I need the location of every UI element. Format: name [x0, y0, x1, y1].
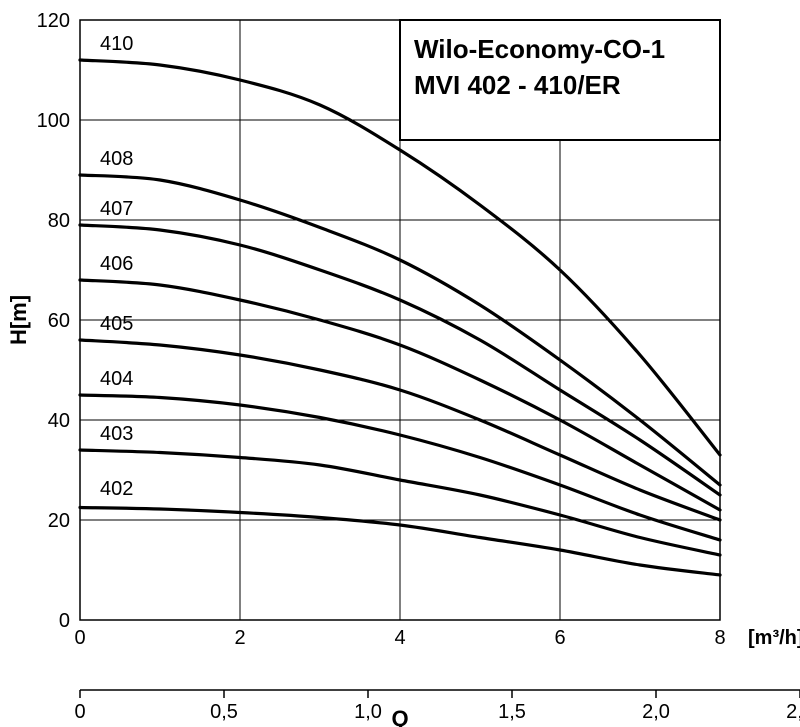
y-tick-label: 120: [37, 10, 70, 32]
x-secondary-tick-label: 2,5: [786, 701, 800, 723]
y-tick-label: 0: [59, 610, 70, 632]
series-label-410: 410: [100, 33, 133, 55]
chart-title-line1: Wilo-Economy-CO-1: [414, 34, 665, 64]
x-primary-unit: [m³/h]: [748, 627, 800, 649]
y-tick-label: 40: [48, 410, 70, 432]
y-tick-label: 100: [37, 110, 70, 132]
series-label-408: 408: [100, 148, 133, 170]
x-secondary-tick-label: 0,5: [210, 701, 238, 723]
series-label-407: 407: [100, 198, 133, 220]
y-axis-label: H[m]: [6, 295, 31, 345]
x-primary-tick-label: 6: [554, 627, 565, 649]
chart-svg: 02040608010012002468[m³/h]H[m]Wilo-Econo…: [0, 0, 800, 727]
x-primary-tick-label: 4: [394, 627, 405, 649]
series-label-405: 405: [100, 313, 133, 335]
pump-curve-chart: 02040608010012002468[m³/h]H[m]Wilo-Econo…: [0, 0, 800, 727]
x-secondary-tick-label: 2,0: [642, 701, 670, 723]
series-label-406: 406: [100, 253, 133, 275]
series-label-403: 403: [100, 423, 133, 445]
series-label-402: 402: [100, 478, 133, 500]
x-secondary-tick-label: 1,0: [354, 701, 382, 723]
chart-title-line2: MVI 402 - 410/ER: [414, 70, 621, 100]
y-tick-label: 20: [48, 510, 70, 532]
x-primary-tick-label: 0: [74, 627, 85, 649]
x-primary-tick-label: 8: [714, 627, 725, 649]
x-secondary-tick-label: 0: [74, 701, 85, 723]
x-axis-label: Q: [391, 706, 408, 727]
x-primary-tick-label: 2: [234, 627, 245, 649]
y-tick-label: 60: [48, 310, 70, 332]
series-label-404: 404: [100, 368, 133, 390]
x-secondary-tick-label: 1,5: [498, 701, 526, 723]
y-tick-label: 80: [48, 210, 70, 232]
